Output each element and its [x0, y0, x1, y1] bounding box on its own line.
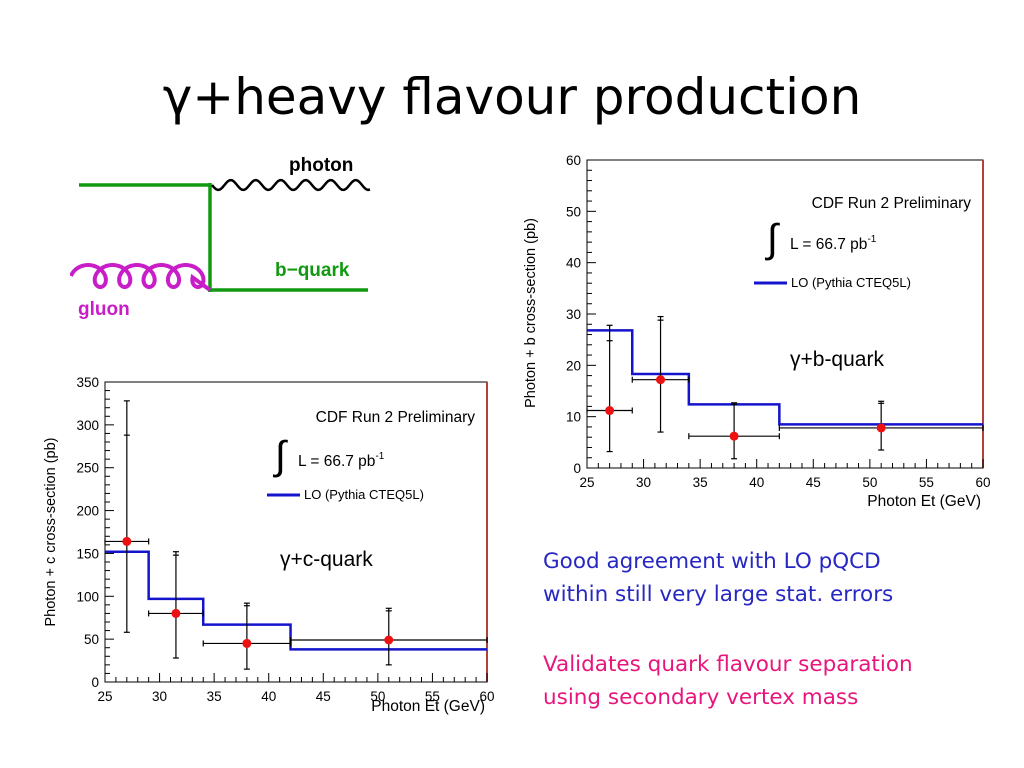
- y-tick-label: 250: [76, 461, 99, 476]
- validation-note-line-2: using secondary vertex mass: [543, 685, 859, 710]
- b-quark-cross-section-chart: 25 30 35 40 45 50 55 60 0 10 20 30 40 50 60 CDF Run 2 …: [523, 153, 991, 510]
- data-point-group: [586, 324, 633, 453]
- chart-header: CDF Run 2 Preliminary: [316, 409, 476, 426]
- y-tick-label: 20: [566, 358, 581, 373]
- x-tick-label: 30: [636, 475, 651, 490]
- y-tick-label: 300: [76, 418, 99, 433]
- legend-label: LO (Pythia CTEQ5L): [304, 487, 424, 502]
- data-point-marker: [122, 536, 132, 546]
- x-axis-label: Photon Et (GeV): [371, 698, 485, 715]
- y-axis-label: Photon + c cross-section (pb): [43, 438, 59, 627]
- y-tick-label: 350: [76, 375, 99, 390]
- plot-frame: [104, 381, 488, 683]
- data-point-group: [289, 607, 488, 666]
- gluon-label: gluon: [78, 299, 130, 320]
- x-tick-label: 55: [425, 689, 440, 704]
- x-tick-label: 25: [579, 475, 594, 490]
- data-point-group: [202, 602, 292, 670]
- x-tick-label: 35: [207, 689, 222, 704]
- data-point-marker: [384, 635, 394, 645]
- y-tick-label: 40: [566, 256, 581, 271]
- y-tick-label: 30: [566, 307, 581, 322]
- chart-header: CDF Run 2 Preliminary: [812, 195, 972, 212]
- legend-label: LO (Pythia CTEQ5L): [791, 275, 911, 290]
- y-tick-label: 50: [566, 204, 581, 219]
- feynman-diagram: photon b−quark gluon: [70, 155, 371, 320]
- validation-note: Validates quark flavour separation using…: [543, 648, 913, 714]
- x-tick-label: 40: [749, 475, 764, 490]
- x-tick-label: 60: [479, 689, 494, 704]
- data-point-marker: [729, 431, 739, 441]
- luminosity-label: L = 66.7 pb-1: [790, 234, 877, 253]
- y-tick-label: 0: [91, 675, 99, 690]
- series-label: γ+c-quark: [280, 548, 373, 571]
- c-quark-cross-section-chart: 25 30 35 40 45 50 55 60 0 50 100 150 200 250 300 350 CD…: [43, 375, 495, 715]
- b-quark-label: b−quark: [275, 260, 350, 281]
- x-tick-label: 40: [261, 689, 276, 704]
- x-tick-label: 50: [370, 689, 385, 704]
- series-label: γ+b-quark: [790, 348, 884, 371]
- y-axis-label: Photon + b cross-section (pb): [523, 218, 539, 408]
- x-tick-label: 60: [975, 475, 990, 490]
- y-tick-label: 150: [76, 546, 99, 561]
- photon-wavy-line: [211, 178, 371, 192]
- data-point-group: [148, 551, 204, 659]
- x-tick-label: 45: [806, 475, 821, 490]
- data-point-marker: [171, 608, 181, 618]
- x-tick-label: 45: [316, 689, 331, 704]
- integral-symbol: ∫: [273, 434, 289, 478]
- data-point-marker: [605, 406, 615, 416]
- x-tick-label: 25: [97, 689, 112, 704]
- validation-note-line-1: Validates quark flavour separation: [543, 652, 913, 677]
- y-tick-label: 200: [76, 504, 99, 519]
- y-tick-label: 100: [76, 589, 99, 604]
- slide-title: γ+heavy flavour production: [162, 68, 862, 126]
- data-point-group: [104, 400, 150, 633]
- x-tick-label: 55: [919, 475, 934, 490]
- agreement-note: Good agreement with LO pQCD within still…: [543, 545, 893, 611]
- data-point-group: [631, 315, 690, 433]
- agreement-note-line-1: Good agreement with LO pQCD: [543, 549, 881, 574]
- x-tick-label: 30: [152, 689, 167, 704]
- integral-symbol: ∫: [765, 217, 781, 261]
- data-point-group: [688, 402, 780, 460]
- y-tick-label: 60: [566, 153, 581, 168]
- x-axis-label: Photon Et (GeV): [867, 493, 981, 510]
- data-point-marker: [242, 638, 252, 648]
- photon-label: photon: [289, 155, 353, 176]
- luminosity-label: L = 66.7 pb-1: [298, 451, 385, 470]
- y-tick-label: 10: [566, 410, 581, 425]
- lo-prediction-step-line: [587, 329, 983, 426]
- y-tick-label: 50: [84, 632, 99, 647]
- data-point-marker: [656, 375, 666, 385]
- data-point-marker: [876, 423, 886, 433]
- agreement-note-line-2: within still very large stat. errors: [543, 582, 894, 607]
- x-tick-label: 50: [862, 475, 877, 490]
- x-tick-label: 35: [693, 475, 708, 490]
- gluon-curly-line: [70, 263, 212, 292]
- data-point-group: [778, 400, 984, 451]
- y-tick-label: 0: [573, 461, 581, 476]
